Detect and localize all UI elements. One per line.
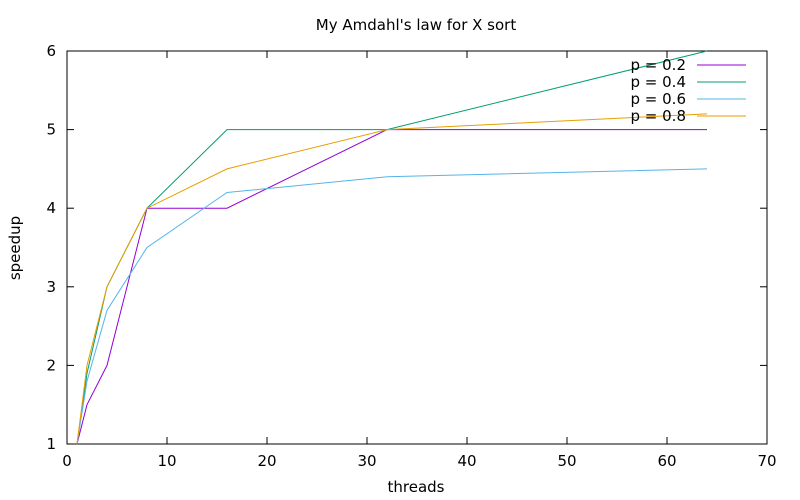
y-tick-label: 2	[46, 356, 56, 374]
y-tick-label: 4	[46, 199, 56, 217]
legend-label-4: p = 0.8	[631, 107, 686, 125]
y-tick-label: 6	[46, 42, 56, 60]
series-line-2	[76, 50, 708, 445]
x-tick-label: 50	[557, 452, 576, 470]
x-ticks: 0 10 20 30 40 50 60 70	[62, 51, 777, 470]
legend-label-2: p = 0.4	[631, 73, 686, 91]
y-tick-label: 1	[46, 435, 56, 453]
series-layer	[76, 50, 708, 445]
legend-label-3: p = 0.6	[631, 90, 686, 108]
x-axis-label: threads	[388, 478, 445, 496]
x-tick-label: 10	[157, 452, 176, 470]
series-line-3	[76, 168, 708, 445]
chart-title: My Amdahl's law for X sort	[316, 16, 517, 34]
x-tick-label: 20	[257, 452, 276, 470]
y-tick-label: 3	[46, 278, 56, 296]
x-tick-label: 0	[62, 452, 72, 470]
legend: p = 0.2p = 0.4p = 0.6p = 0.8	[631, 56, 746, 125]
x-tick-label: 60	[657, 452, 676, 470]
legend-label-1: p = 0.2	[631, 56, 686, 74]
plot-frame	[66, 50, 768, 445]
x-tick-label: 70	[757, 452, 776, 470]
x-tick-label: 40	[457, 452, 476, 470]
series-line-4	[76, 113, 708, 445]
x-tick-label: 30	[357, 452, 376, 470]
y-ticks: 1 2 3 4 5 6	[46, 42, 767, 453]
y-axis-label: speedup	[6, 216, 24, 280]
y-tick-label: 5	[46, 121, 56, 139]
